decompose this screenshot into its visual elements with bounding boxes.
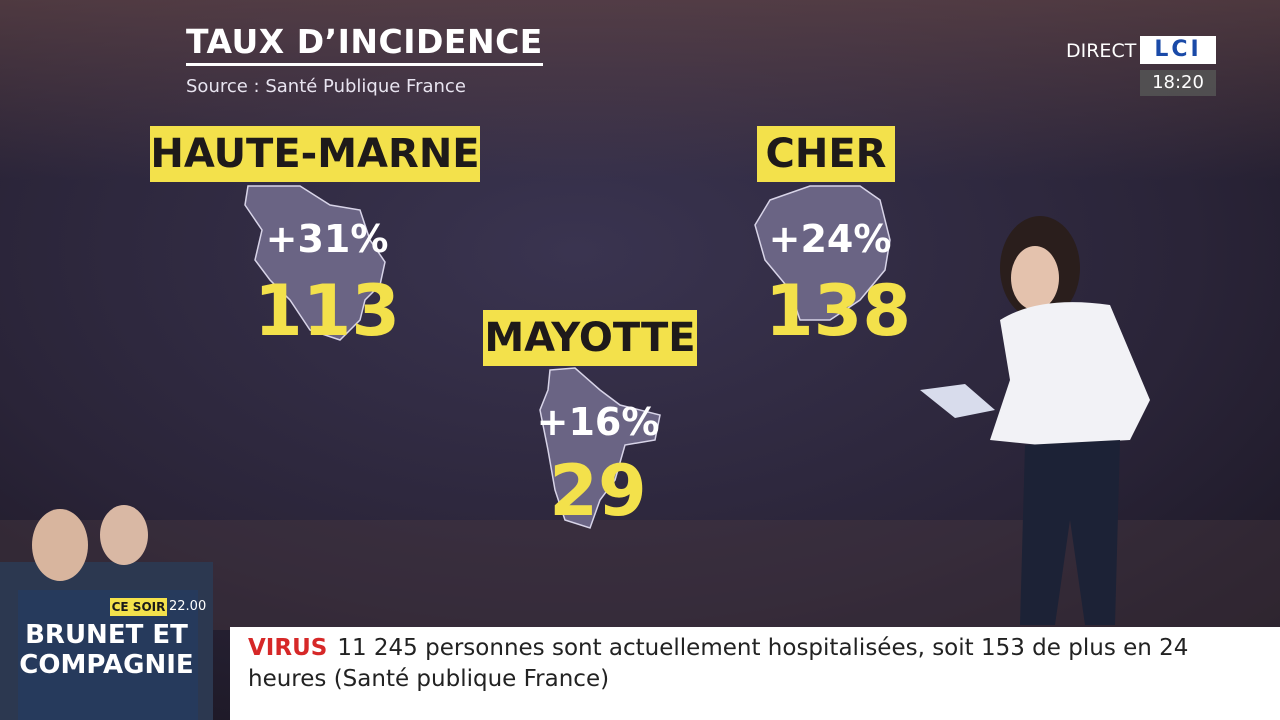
region-name: MAYOTTE (483, 310, 697, 366)
logo: LCI (1154, 37, 1202, 62)
promo-when: CE SOIR (111, 600, 166, 614)
source: Source : Santé Publique France (186, 76, 466, 97)
region-value: 138 (764, 270, 912, 352)
time-box (1140, 70, 1216, 96)
hosts-clothes (18, 590, 198, 720)
map-haute-marne (244, 185, 386, 341)
promo-hour: 22.00 (169, 599, 207, 614)
promo-show: BRUNET ET COMPAGNIE (0, 620, 213, 680)
time: 18:20 (1152, 72, 1204, 93)
region-name: HAUTE-MARNE (150, 126, 480, 182)
region-value: 29 (549, 450, 647, 532)
host-face (100, 505, 148, 565)
ticker-message: 11 245 personnes sont actuellement hospi… (248, 635, 1189, 692)
region-value: 113 (253, 270, 401, 352)
region-change: +24% (768, 217, 892, 261)
ticker-text: VIRUS 11 245 personnes sont actuellement … (248, 633, 1208, 695)
presenter-card (920, 384, 995, 418)
map-cher (754, 185, 891, 321)
ticker: VIRUS 11 245 personnes sont actuellement … (230, 627, 1280, 720)
region-change: +16% (536, 400, 660, 444)
promo-when-box (110, 598, 167, 616)
presenter-shirt (990, 302, 1150, 445)
map-mayotte (539, 367, 661, 529)
region-name: CHER (757, 126, 895, 182)
promo-show-line: COMPAGNIE (19, 650, 194, 680)
region-change: +31% (265, 217, 389, 261)
live-label: DIRECT (1066, 40, 1137, 62)
title: TAUX D’INCIDENCE (186, 22, 543, 66)
host-face (32, 509, 88, 581)
logo-box (1140, 36, 1216, 64)
presenter-face (1011, 246, 1059, 310)
ticker-label: VIRUS (248, 635, 328, 661)
presenter-trousers (1020, 440, 1120, 625)
promo-show-line: BRUNET ET (25, 620, 188, 650)
